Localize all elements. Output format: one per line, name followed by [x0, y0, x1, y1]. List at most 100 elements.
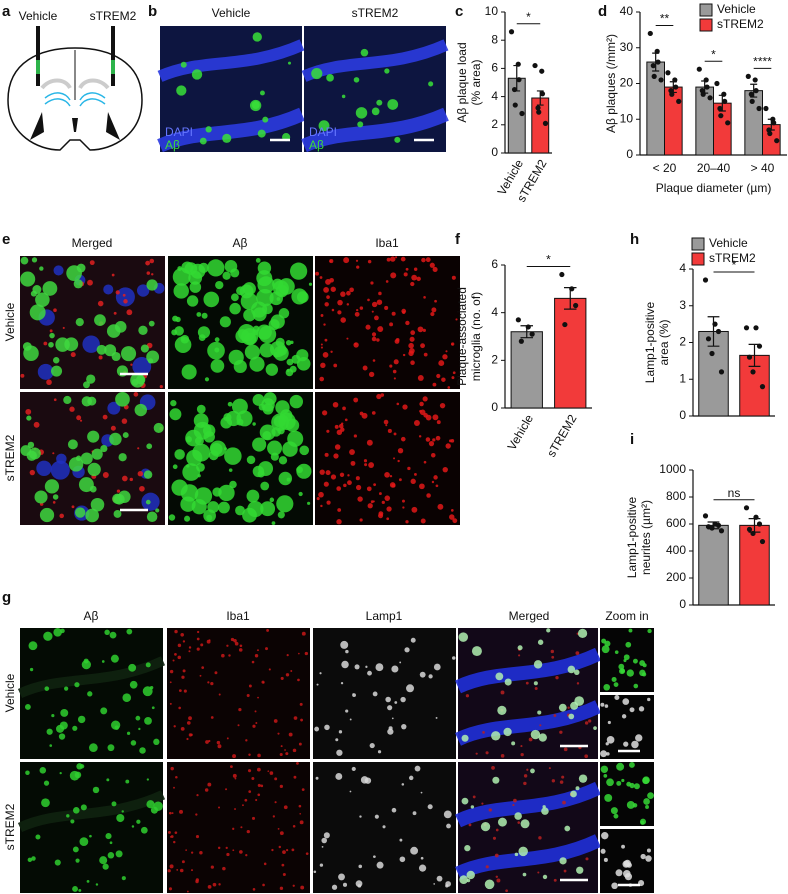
signal-spot [423, 412, 428, 418]
signal-spot [407, 466, 411, 471]
signal-spot [548, 767, 551, 770]
signal-spot [248, 753, 251, 756]
data-point [756, 105, 762, 112]
signal-spot [87, 279, 93, 286]
signal-spot [209, 440, 227, 457]
row-title: sTREM2 [3, 803, 17, 850]
signal-spot [267, 440, 283, 456]
signal-spot [396, 402, 400, 406]
signal-spot [414, 473, 417, 476]
signal-spot [550, 649, 555, 654]
signal-spot [329, 259, 332, 263]
signal-spot [232, 754, 237, 759]
channel-label: Aβ [165, 138, 180, 152]
signal-spot [401, 308, 407, 314]
signal-spot [364, 463, 368, 467]
micrograph [20, 256, 165, 389]
signal-spot [375, 663, 384, 672]
data-point [743, 325, 750, 331]
signal-spot [466, 870, 475, 880]
signal-spot [433, 663, 441, 671]
signal-spot [285, 673, 290, 677]
signal-spot [518, 846, 528, 857]
signal-spot [409, 336, 415, 342]
signal-spot [372, 359, 376, 362]
signal-spot [332, 401, 339, 408]
signal-spot [278, 456, 288, 465]
signal-spot [200, 643, 204, 647]
signal-spot [436, 373, 441, 379]
signal-spot [53, 398, 57, 402]
signal-spot [319, 276, 323, 279]
signal-spot [292, 824, 296, 828]
signal-spot [71, 505, 75, 509]
signal-spot [385, 696, 391, 703]
signal-spot [208, 639, 211, 642]
signal-spot [210, 682, 214, 686]
signal-spot [360, 48, 369, 57]
signal-spot [233, 639, 237, 643]
signal-spot [247, 769, 252, 773]
signal-spot [304, 651, 309, 656]
signal-spot [145, 260, 150, 266]
signal-spot [533, 660, 543, 669]
signal-spot [588, 719, 592, 723]
micrograph-bg [600, 762, 654, 826]
signal-spot [171, 812, 174, 815]
signal-spot [394, 136, 401, 143]
y-tick-label: 0 [491, 400, 498, 414]
signal-spot [346, 290, 351, 296]
signal-spot [144, 716, 152, 725]
signal-spot [559, 730, 563, 734]
x-tick-label: < 20 [653, 161, 677, 175]
signal-spot [376, 861, 384, 869]
data-point [756, 343, 763, 349]
signal-spot [389, 322, 394, 327]
signal-spot [135, 715, 141, 721]
signal-spot [301, 631, 306, 636]
signal-spot [576, 866, 584, 874]
signal-spot [52, 494, 59, 500]
cell-layer [301, 107, 449, 153]
signal-spot [418, 435, 422, 438]
data-point [709, 525, 715, 531]
signal-spot [226, 852, 230, 857]
signal-spot [80, 804, 87, 811]
signal-spot [238, 648, 243, 652]
signal-spot [228, 468, 233, 472]
signal-spot [439, 402, 446, 409]
signal-spot [387, 705, 393, 711]
signal-spot [86, 880, 90, 883]
signal-spot [29, 304, 46, 321]
data-point [718, 113, 724, 119]
cell-layer [157, 39, 305, 82]
signal-spot [621, 844, 625, 849]
data-point [651, 73, 657, 79]
signal-spot [99, 856, 108, 865]
signal-spot [345, 649, 349, 654]
column-title: Aβ [233, 236, 248, 250]
signal-spot [53, 265, 64, 276]
signal-spot [177, 655, 182, 660]
signal-spot [272, 278, 284, 290]
column-title: Merged [72, 236, 113, 250]
signal-spot [121, 346, 137, 362]
micrograph-bg [600, 695, 654, 759]
signal-spot [180, 633, 184, 637]
signal-spot [606, 752, 610, 756]
data-point [746, 354, 753, 360]
signal-spot [363, 459, 368, 463]
signal-spot [251, 816, 256, 820]
signal-spot [115, 290, 120, 295]
signal-spot [237, 724, 240, 727]
signal-spot [145, 499, 151, 505]
signal-spot [228, 654, 231, 657]
signal-spot [196, 647, 200, 651]
signal-spot [481, 802, 484, 805]
signal-spot [74, 682, 80, 688]
signal-spot [600, 848, 606, 854]
signal-spot [146, 279, 158, 291]
signal-spot [252, 437, 267, 452]
signal-spot [66, 265, 82, 281]
signal-spot [210, 359, 225, 373]
